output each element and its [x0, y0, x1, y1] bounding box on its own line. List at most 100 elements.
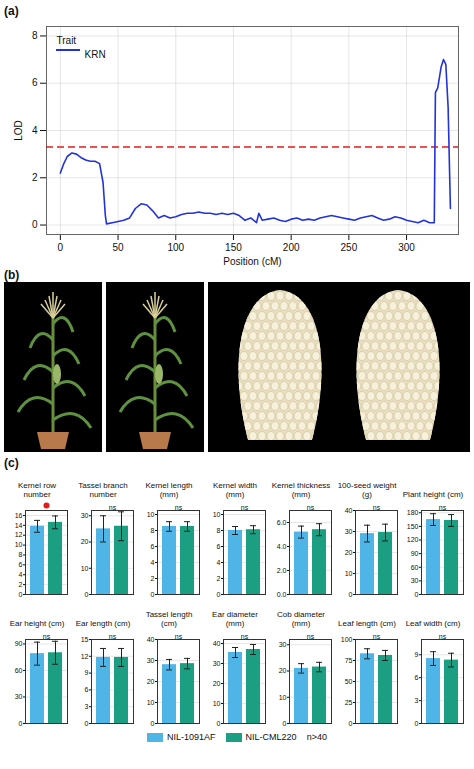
svg-text:ns: ns: [175, 504, 183, 511]
svg-text:ns: ns: [439, 504, 447, 511]
svg-text:10: 10: [213, 511, 221, 518]
svg-text:180: 180: [407, 509, 419, 516]
svg-text:10: 10: [81, 564, 89, 571]
svg-text:8: 8: [151, 527, 155, 534]
svg-text:100: 100: [167, 242, 184, 253]
svg-text:40: 40: [213, 640, 221, 647]
svg-text:16: 16: [15, 512, 23, 519]
svg-text:20: 20: [345, 549, 353, 556]
svg-text:150: 150: [225, 242, 242, 253]
svg-text:ns: ns: [439, 633, 447, 640]
svg-text:KRN: KRN: [85, 49, 106, 60]
svg-text:2: 2: [32, 172, 38, 183]
svg-text:4: 4: [32, 125, 38, 136]
svg-text:ns: ns: [43, 633, 51, 640]
svg-text:2: 2: [19, 581, 23, 588]
svg-text:12: 12: [15, 531, 23, 538]
svg-text:10: 10: [345, 570, 353, 577]
svg-text:10: 10: [15, 541, 23, 548]
svg-text:0: 0: [217, 720, 221, 727]
svg-text:0.0: 0.0: [277, 591, 287, 598]
svg-text:20: 20: [279, 667, 287, 674]
svg-text:0: 0: [19, 720, 23, 727]
svg-text:8: 8: [19, 551, 23, 558]
svg-text:4: 4: [19, 571, 23, 578]
svg-text:6: 6: [85, 686, 89, 693]
svg-text:50: 50: [345, 678, 353, 685]
svg-text:4.0: 4.0: [277, 543, 287, 550]
svg-text:Position (cM): Position (cM): [223, 256, 281, 267]
svg-text:0: 0: [349, 591, 353, 598]
svg-text:LOD: LOD: [13, 120, 24, 141]
svg-text:30: 30: [15, 693, 23, 700]
svg-text:4: 4: [151, 559, 155, 566]
svg-text:0: 0: [415, 591, 419, 598]
svg-text:30: 30: [81, 512, 89, 519]
svg-text:50: 50: [112, 242, 124, 253]
svg-text:90: 90: [411, 550, 419, 557]
svg-text:30: 30: [213, 660, 221, 667]
svg-text:3: 3: [415, 697, 419, 704]
svg-text:20: 20: [213, 680, 221, 687]
svg-text:2: 2: [217, 575, 221, 582]
svg-text:10: 10: [213, 700, 221, 707]
svg-text:14: 14: [15, 522, 23, 529]
svg-text:8: 8: [32, 30, 38, 41]
svg-text:4: 4: [217, 559, 221, 566]
svg-text:60: 60: [411, 563, 419, 570]
svg-text:0: 0: [151, 720, 155, 727]
svg-text:30: 30: [147, 657, 155, 664]
svg-text:6.0: 6.0: [277, 519, 287, 526]
svg-text:20: 20: [147, 678, 155, 685]
svg-text:12: 12: [81, 653, 89, 660]
svg-text:2: 2: [151, 575, 155, 582]
svg-text:ns: ns: [373, 633, 381, 640]
svg-text:10: 10: [147, 511, 155, 518]
svg-text:250: 250: [341, 242, 358, 253]
svg-text:6: 6: [151, 543, 155, 550]
svg-text:8: 8: [217, 527, 221, 534]
svg-text:Trait: Trait: [57, 35, 77, 46]
svg-text:150: 150: [407, 523, 419, 530]
svg-text:40: 40: [147, 636, 155, 643]
svg-text:0: 0: [19, 591, 23, 598]
svg-text:ns: ns: [241, 504, 249, 511]
svg-text:0: 0: [349, 720, 353, 727]
svg-text:0: 0: [217, 591, 221, 598]
svg-text:30: 30: [345, 528, 353, 535]
svg-text:30: 30: [411, 577, 419, 584]
svg-text:9: 9: [415, 651, 419, 658]
svg-text:6: 6: [19, 561, 23, 568]
svg-text:0: 0: [85, 720, 89, 727]
svg-text:200: 200: [283, 242, 300, 253]
svg-text:300: 300: [398, 242, 415, 253]
svg-text:0: 0: [58, 242, 64, 253]
svg-text:25: 25: [345, 699, 353, 706]
svg-text:10: 10: [147, 699, 155, 706]
svg-text:2.0: 2.0: [277, 567, 287, 574]
svg-text:0: 0: [283, 720, 287, 727]
svg-text:30: 30: [279, 641, 287, 648]
svg-text:75: 75: [345, 657, 353, 664]
svg-text:ns: ns: [307, 504, 315, 511]
svg-text:10: 10: [279, 693, 287, 700]
svg-text:100: 100: [341, 636, 353, 643]
svg-text:9: 9: [85, 669, 89, 676]
svg-text:ns: ns: [109, 633, 117, 640]
svg-text:6: 6: [32, 77, 38, 88]
svg-text:60: 60: [15, 667, 23, 674]
svg-text:ns: ns: [373, 504, 381, 511]
svg-text:0: 0: [415, 720, 419, 727]
svg-text:6: 6: [415, 674, 419, 681]
svg-text:6: 6: [217, 543, 221, 550]
svg-text:0: 0: [32, 219, 38, 230]
svg-text:40: 40: [345, 507, 353, 514]
svg-text:15: 15: [81, 636, 89, 643]
svg-text:3: 3: [85, 703, 89, 710]
svg-text:0: 0: [85, 591, 89, 598]
svg-text:120: 120: [407, 536, 419, 543]
svg-text:0: 0: [151, 591, 155, 598]
svg-text:ns: ns: [109, 504, 117, 511]
svg-text:ns: ns: [241, 633, 249, 640]
svg-text:20: 20: [81, 538, 89, 545]
